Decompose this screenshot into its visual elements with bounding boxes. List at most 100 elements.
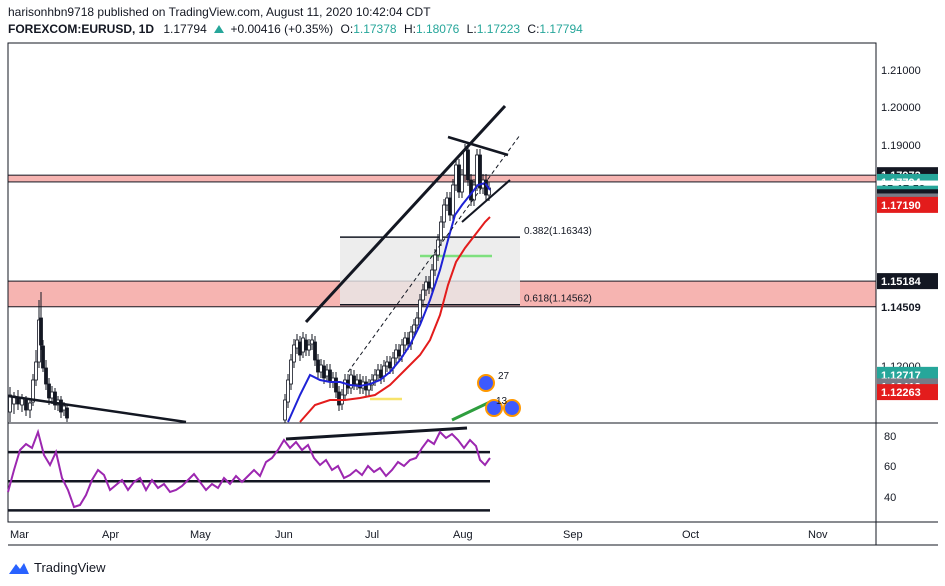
candle-body [355, 379, 359, 385]
candle-body [385, 361, 389, 367]
candle-body [442, 204, 446, 223]
up-triangle-icon [214, 25, 225, 33]
candle-body [406, 337, 410, 345]
candle-body [24, 399, 28, 411]
event-count-label: 27 [498, 371, 510, 382]
candle-body [16, 397, 20, 405]
rsi-line [7, 428, 491, 509]
price-label-text: 1.17190 [881, 200, 921, 212]
candle-body [325, 369, 329, 377]
price-change: +0.00416 (+0.35%) [230, 22, 334, 36]
event-flag-icon [503, 399, 521, 417]
falling-trendline [7, 394, 187, 424]
rising-channel-upper [304, 104, 507, 324]
candle-body [44, 367, 48, 385]
low-value: 1.17223 [476, 22, 521, 36]
time-axis-label: Aug [453, 529, 473, 541]
candle-body [65, 407, 69, 419]
candle-body [475, 154, 479, 186]
last-price: 1.17794 [163, 22, 207, 36]
candle-body [41, 345, 45, 369]
candle-body [8, 394, 12, 413]
candle-body [310, 339, 314, 345]
green-arrow-line [451, 400, 491, 422]
candle-body [466, 149, 470, 181]
candle-body [463, 149, 467, 176]
candle-body [460, 174, 464, 193]
symbol-bar: FOREXCOM:EURUSD, 1D 1.17794 +0.00416 (+0… [8, 22, 583, 36]
candle-body [286, 379, 290, 403]
low-label: L: [466, 22, 477, 36]
candle-body [412, 324, 416, 333]
price-tick-label: 1.19000 [881, 140, 921, 152]
price-label-box [877, 273, 938, 290]
time-axis-label: Jul [365, 529, 379, 541]
candle-body [313, 341, 317, 361]
candle-body [352, 375, 356, 385]
candle-body [53, 391, 57, 406]
brand-name: TradingView [34, 560, 106, 575]
candle-body [478, 154, 482, 189]
candle-body [292, 344, 296, 363]
candle-body [322, 365, 326, 379]
top-resistance-line [447, 135, 509, 157]
price-label-text: 1.14509 [881, 302, 921, 314]
candle-body [445, 197, 449, 206]
candle-body [451, 184, 455, 216]
candle-body [337, 391, 341, 406]
candle-body [289, 359, 293, 385]
rsi-tick-label: 60 [884, 461, 896, 473]
rsi-divergence-line [285, 426, 468, 441]
candle-body [421, 289, 425, 301]
candle-body [427, 281, 431, 289]
publish-info: harisonhbn9718 published on TradingView.… [8, 5, 431, 19]
candle-body [319, 364, 323, 373]
event-flag-icon [485, 399, 503, 417]
candle-body [307, 344, 311, 351]
ema-fast-line [287, 181, 491, 423]
candle-body [424, 281, 428, 291]
time-axis-label: Oct [682, 529, 699, 541]
candle-body [403, 337, 407, 346]
candle-body [376, 369, 380, 376]
candle-body [388, 361, 392, 369]
time-axis-label: May [190, 529, 211, 541]
tradingview-logo-icon [9, 562, 29, 574]
candle-body [379, 369, 383, 379]
open-label: O: [340, 22, 354, 36]
time-axis-label: Sep [563, 529, 583, 541]
candle-body [394, 349, 398, 359]
candle-body [433, 254, 437, 271]
fib-level-label: 0.382(1.16343) [524, 226, 592, 237]
wedge-lower [461, 179, 511, 223]
price-label-text: 1.12263 [881, 387, 921, 399]
candle-body [439, 221, 443, 241]
candle-body [373, 374, 377, 381]
candle-body [415, 317, 419, 326]
candle-body [298, 341, 302, 356]
ema-slow-line [299, 216, 491, 423]
time-axis-label: Mar [10, 529, 29, 541]
candle-body [50, 391, 54, 399]
high-label: H: [403, 22, 416, 36]
footer: TradingView [8, 560, 106, 575]
close-label: C: [527, 22, 540, 36]
time-axis-label: Apr [102, 529, 119, 541]
time-axis-label: Jun [275, 529, 293, 541]
close-value: 1.17794 [539, 22, 583, 36]
time-axis-label: Nov [808, 529, 828, 541]
candle-body [31, 379, 35, 403]
fib-retracement-box [340, 237, 520, 305]
fib-level-label: 0.618(1.14562) [524, 294, 592, 305]
event-count-label: 13 [496, 396, 508, 407]
candle-body [457, 164, 461, 193]
candle-body [334, 377, 338, 393]
candle-body [418, 299, 422, 319]
rsi-tick-label: 40 [884, 492, 896, 504]
candle-body [28, 402, 32, 411]
candle-body [39, 317, 43, 346]
symbol-name[interactable]: FOREXCOM:EURUSD, 1D [8, 22, 155, 36]
candle-body [469, 179, 473, 201]
candle-body [454, 164, 458, 186]
